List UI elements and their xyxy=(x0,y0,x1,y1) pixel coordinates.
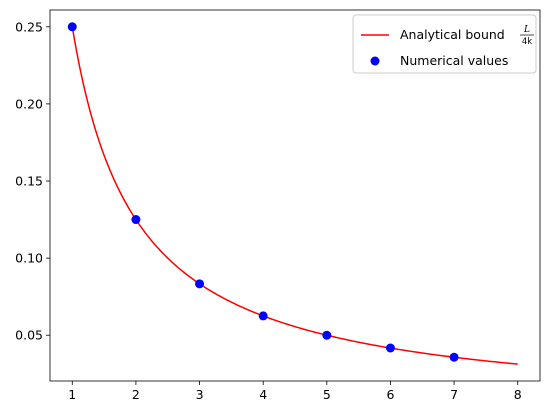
axes-frame xyxy=(49,9,541,382)
scatter-point xyxy=(67,22,77,32)
y-tick-label: 0.10 xyxy=(15,251,43,266)
plot-area xyxy=(67,22,518,365)
legend-marker-swatch xyxy=(370,56,380,66)
y-tick-label: 0.25 xyxy=(15,19,43,34)
axes: 1 2 3 4 5 6 7 8 0.05 0.10 0.15 0.20 0.25 xyxy=(15,9,541,402)
scatter-point xyxy=(385,343,395,353)
x-tick-label: 2 xyxy=(132,387,140,402)
x-tick-label: 8 xyxy=(514,387,522,402)
x-tick-label: 1 xyxy=(68,387,76,402)
x-tick-label: 7 xyxy=(450,387,458,402)
scatter-point xyxy=(195,279,205,289)
legend-box xyxy=(352,14,537,74)
x-tick-label: 4 xyxy=(259,387,267,402)
scatter-point xyxy=(258,311,268,321)
legend-fraction-denominator: 4k xyxy=(522,37,532,47)
x-tick-label: 6 xyxy=(386,387,394,402)
x-tick-label: 3 xyxy=(196,387,204,402)
legend: Analytical bound L 4k Numerical values xyxy=(352,14,537,74)
series-line-analytical-bound xyxy=(71,26,518,365)
legend-label-numerical-values: Numerical values xyxy=(400,53,508,68)
scatter-point xyxy=(322,330,332,340)
x-tick-label: 5 xyxy=(323,387,331,402)
y-tick-label: 0.05 xyxy=(15,328,43,343)
y-tick-label: 0.15 xyxy=(15,174,43,189)
scatter-point xyxy=(449,352,459,362)
scatter-point xyxy=(131,215,141,225)
y-tick-label: 0.20 xyxy=(15,96,43,111)
legend-label-analytical-bound: Analytical bound xyxy=(400,27,505,42)
legend-fraction-numerator: L xyxy=(523,25,530,35)
